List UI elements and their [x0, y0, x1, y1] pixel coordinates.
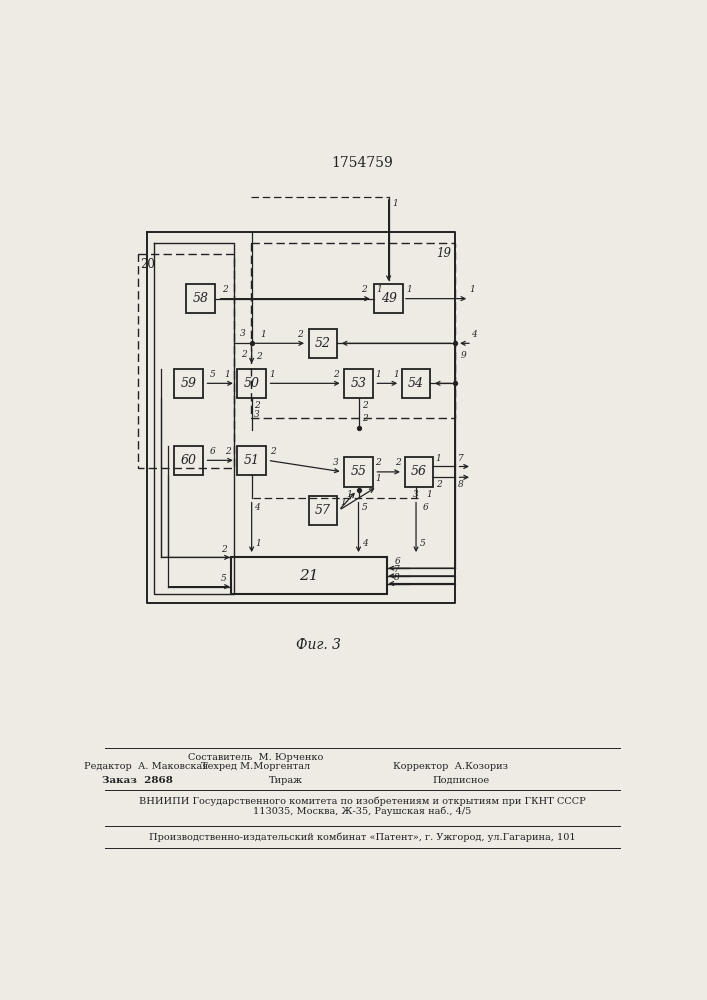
Text: 5: 5 — [221, 574, 226, 583]
Text: 4: 4 — [255, 503, 260, 512]
Text: Заказ  2868: Заказ 2868 — [103, 776, 173, 785]
Text: 1: 1 — [436, 454, 441, 463]
Bar — [175, 446, 203, 475]
Text: 2: 2 — [436, 480, 441, 489]
Text: 1: 1 — [376, 285, 382, 294]
Text: 1: 1 — [341, 498, 346, 507]
Text: 57: 57 — [315, 504, 331, 517]
Text: 2: 2 — [361, 285, 366, 294]
Text: 59: 59 — [181, 377, 197, 390]
Text: 2: 2 — [222, 285, 228, 294]
Bar — [344, 457, 373, 487]
Text: 2: 2 — [375, 458, 381, 467]
Text: Тираж: Тираж — [269, 776, 303, 785]
Text: 3: 3 — [255, 410, 260, 419]
Text: 5: 5 — [420, 539, 426, 548]
Text: 56: 56 — [411, 465, 427, 478]
Text: 2: 2 — [362, 414, 368, 423]
Bar — [309, 496, 337, 525]
Text: 8: 8 — [458, 480, 464, 489]
Text: 3: 3 — [413, 490, 419, 499]
Text: 1: 1 — [225, 370, 230, 379]
Text: 19: 19 — [436, 247, 451, 260]
Text: 1: 1 — [469, 285, 475, 294]
Text: 1: 1 — [392, 199, 398, 208]
Text: Техред М.Моргентал: Техред М.Моргентал — [201, 762, 310, 771]
Bar — [238, 446, 266, 475]
Text: 51: 51 — [244, 454, 259, 467]
Text: 113035, Москва, Ж-35, Раушская наб., 4/5: 113035, Москва, Ж-35, Раушская наб., 4/5 — [253, 807, 472, 816]
Text: 8: 8 — [395, 573, 400, 582]
Text: 2: 2 — [240, 350, 246, 359]
Text: ВНИИПИ Государственного комитета по изобретениям и открытиям при ГКНТ СССР: ВНИИПИ Государственного комитета по изоб… — [139, 797, 585, 806]
Bar — [231, 557, 387, 594]
Text: 6: 6 — [210, 447, 216, 456]
Text: 2: 2 — [225, 447, 230, 456]
Text: 2: 2 — [269, 447, 275, 456]
Text: 1: 1 — [347, 490, 353, 499]
Bar — [344, 369, 373, 398]
Text: 6: 6 — [423, 503, 428, 512]
Text: Редактор  А. Маковская: Редактор А. Маковская — [83, 762, 208, 771]
Text: 50: 50 — [244, 377, 259, 390]
Text: 54: 54 — [408, 377, 424, 390]
Text: 1: 1 — [427, 490, 433, 499]
Text: Корректор  А.Козориз: Корректор А.Козориз — [392, 762, 508, 771]
Text: 58: 58 — [193, 292, 209, 305]
Text: 4: 4 — [362, 539, 368, 548]
Bar — [238, 369, 266, 398]
Bar — [187, 284, 215, 313]
Text: 2: 2 — [256, 352, 262, 361]
Text: 49: 49 — [380, 292, 397, 305]
Text: Подписное: Подписное — [433, 776, 489, 785]
Text: 1: 1 — [261, 330, 267, 339]
Text: 55: 55 — [351, 465, 366, 478]
Text: 1: 1 — [255, 539, 261, 548]
Bar — [309, 329, 337, 358]
Text: 3: 3 — [332, 458, 339, 467]
Text: 2: 2 — [221, 545, 226, 554]
Text: 1: 1 — [407, 285, 412, 294]
Text: 1754759: 1754759 — [332, 156, 393, 170]
Text: 1: 1 — [269, 370, 275, 379]
Text: 2: 2 — [297, 330, 303, 339]
Text: 1: 1 — [393, 370, 399, 379]
Bar — [402, 369, 431, 398]
Text: 52: 52 — [315, 337, 331, 350]
Text: 21: 21 — [300, 569, 319, 583]
Text: 2: 2 — [332, 370, 339, 379]
Text: 3: 3 — [240, 329, 246, 338]
Bar — [375, 284, 403, 313]
Text: 1: 1 — [375, 370, 381, 379]
Text: 2: 2 — [395, 458, 401, 467]
Text: 5: 5 — [210, 370, 216, 379]
Text: 2: 2 — [255, 401, 260, 410]
Text: 53: 53 — [351, 377, 366, 390]
Text: Производственно-издательский комбинат «Патент», г. Ужгород, ул.Гагарина, 101: Производственно-издательский комбинат «П… — [149, 833, 575, 842]
Text: 5: 5 — [362, 503, 368, 512]
Text: 20: 20 — [141, 258, 156, 271]
Text: 60: 60 — [181, 454, 197, 467]
Text: 6: 6 — [395, 557, 400, 566]
Bar — [175, 369, 203, 398]
Text: Фиг. 3: Фиг. 3 — [296, 638, 341, 652]
Text: Составитель  М. Юрченко: Составитель М. Юрченко — [188, 753, 323, 762]
Text: 2: 2 — [362, 401, 368, 410]
Text: 1: 1 — [375, 474, 381, 483]
Text: 4: 4 — [471, 330, 477, 339]
Bar — [404, 457, 433, 487]
Text: 9: 9 — [461, 351, 467, 360]
Text: 7: 7 — [458, 454, 464, 463]
Text: 7: 7 — [395, 565, 400, 574]
